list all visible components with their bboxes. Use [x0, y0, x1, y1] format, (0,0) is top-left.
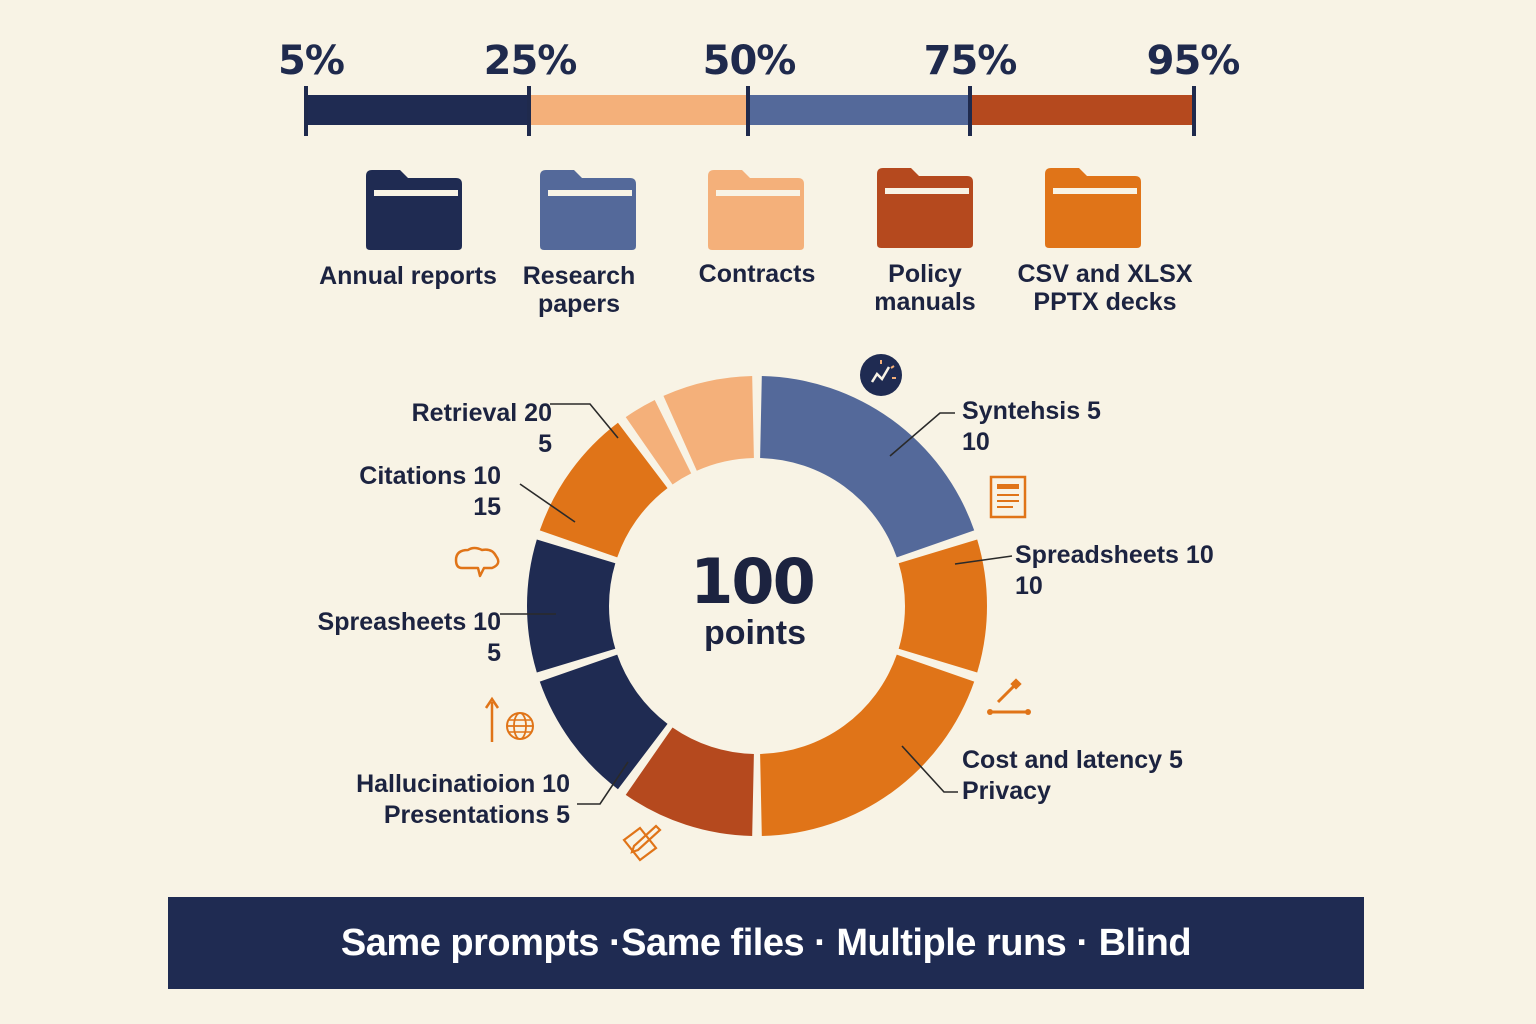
slice-label: Citations 10 15 [359, 461, 501, 523]
slice-label-line: 10 [1015, 572, 1043, 600]
globe-icon [506, 712, 534, 740]
arrow-up-icon [484, 696, 500, 742]
scale-label-50: 50% [702, 38, 797, 84]
donut-slice [760, 376, 975, 558]
donut-slice [898, 539, 987, 673]
tools-icon [987, 678, 1031, 715]
folder-icon [875, 166, 975, 250]
document-icon [989, 475, 1027, 519]
folder-label: Annual reports [319, 262, 497, 290]
center-total-value: 100 [690, 545, 815, 618]
leader-line [577, 761, 629, 805]
leader-line [901, 745, 958, 793]
folder-icon [538, 168, 638, 252]
slice-label-line: 5 [538, 430, 552, 458]
slice-label: Cost and latency 5 Privacy [962, 745, 1183, 807]
scale-segment-1 [306, 95, 530, 125]
scale-segment-3 [749, 95, 971, 125]
slice-label-line: Retrieval 20 [411, 399, 552, 427]
donut-slice [663, 376, 754, 471]
slice-label-line: 15 [473, 493, 501, 521]
folder-label: Research papers [522, 262, 636, 318]
donut-slice [625, 399, 692, 485]
leader-line [519, 483, 576, 523]
slice-label: Spreadsheets 10 10 [1015, 540, 1214, 602]
slice-label-line: Citations 10 [359, 462, 501, 490]
scale-tick [527, 86, 531, 136]
folder-icon [364, 168, 464, 252]
slice-label-line: Synteh­sis 5 [962, 397, 1101, 425]
scale-tick [304, 86, 308, 136]
slice-label: Spreasheets 10 5 [318, 607, 501, 669]
slice-label-line: Spreadsheets 10 [1015, 541, 1214, 569]
scale-tick [746, 86, 750, 136]
slice-label-line: Hallucinatioion 10 [356, 770, 570, 798]
scale-segment-4 [971, 95, 1195, 125]
donut-slice [760, 654, 975, 836]
clock-chart-icon [860, 354, 902, 396]
speech-bubbles-icon [454, 546, 500, 578]
slice-label: Synteh­sis 5 10 [962, 396, 1101, 458]
slice-label: Hallucinatioion 10 Presentations 5 [356, 769, 570, 831]
slice-label-line: 10 [962, 428, 990, 456]
slice-label: Retrieval 20 5 [412, 398, 552, 460]
leader-line [889, 412, 955, 457]
scale-tick [968, 86, 972, 136]
scale-label-95: 95% [1146, 38, 1241, 84]
leader-line [954, 555, 1013, 565]
slice-label-line: Spreasheets 10 [317, 608, 501, 636]
donut-slice [539, 654, 668, 790]
scale-tick [1192, 86, 1196, 136]
donut-chart [500, 376, 1013, 836]
center-total-unit: points [704, 614, 806, 652]
pencil-paper-icon [622, 824, 662, 862]
folder-label: Contracts [698, 260, 816, 288]
footer-text: Same prompts ·Same files · Multiple runs… [340, 921, 1192, 964]
slice-label-line: 5 [487, 639, 501, 667]
folder-icon [706, 168, 806, 252]
scale-label-75: 75% [923, 38, 1018, 84]
folder-label: CSV and XLSX PPTX decks [1017, 260, 1193, 316]
slice-label-line: Cost and latency 5 [962, 746, 1183, 774]
donut-slice [527, 539, 616, 673]
scale-label-5: 5% [278, 38, 345, 84]
donut-slice [625, 727, 754, 836]
folder-label: Policy manuals [874, 260, 976, 316]
slice-label-line: Presentations 5 [383, 801, 570, 829]
slice-label-line: Privacy [962, 777, 1051, 805]
donut-slice [539, 422, 668, 558]
leader-line [550, 403, 619, 439]
scale-label-25: 25% [483, 38, 578, 84]
folder-icon [1043, 166, 1143, 250]
scale-segment-2 [530, 95, 749, 125]
footer-banner: Same prompts ·Same files · Multiple runs… [168, 897, 1364, 989]
